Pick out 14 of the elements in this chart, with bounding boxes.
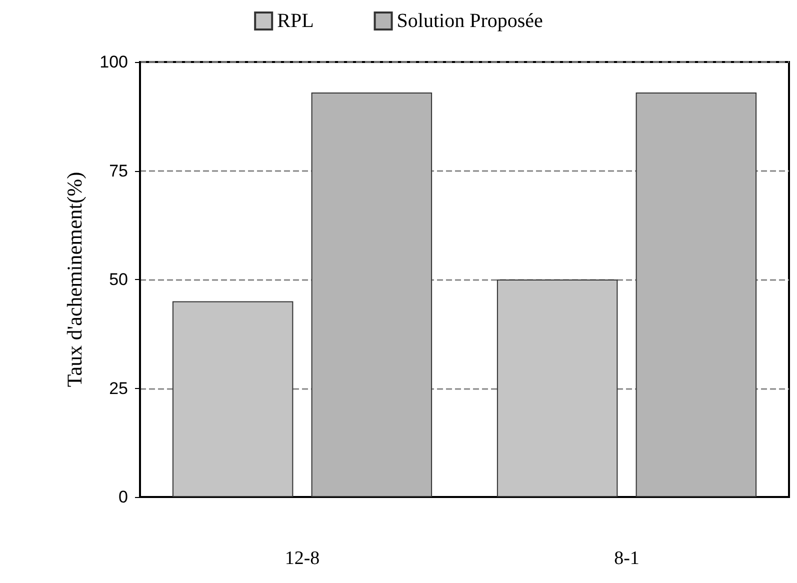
- bar: [172, 301, 294, 497]
- y-tick-label: 75: [109, 161, 128, 180]
- y-tick-label: 25: [109, 378, 128, 398]
- bar: [496, 280, 618, 497]
- bar: [636, 92, 757, 497]
- y-axis-title: Taux d'acheminement(%): [62, 172, 86, 388]
- x-tick-label: 12-8: [284, 548, 320, 569]
- y-tick-label: 100: [100, 52, 128, 72]
- bar: [311, 92, 432, 497]
- y-tick-label: 50: [109, 270, 128, 289]
- x-tick-label: 8-1: [614, 548, 640, 569]
- y-tick-label: 0: [118, 488, 128, 506]
- legend-label: Solution Proposée: [396, 10, 544, 32]
- legend-label: RPL: [277, 10, 314, 32]
